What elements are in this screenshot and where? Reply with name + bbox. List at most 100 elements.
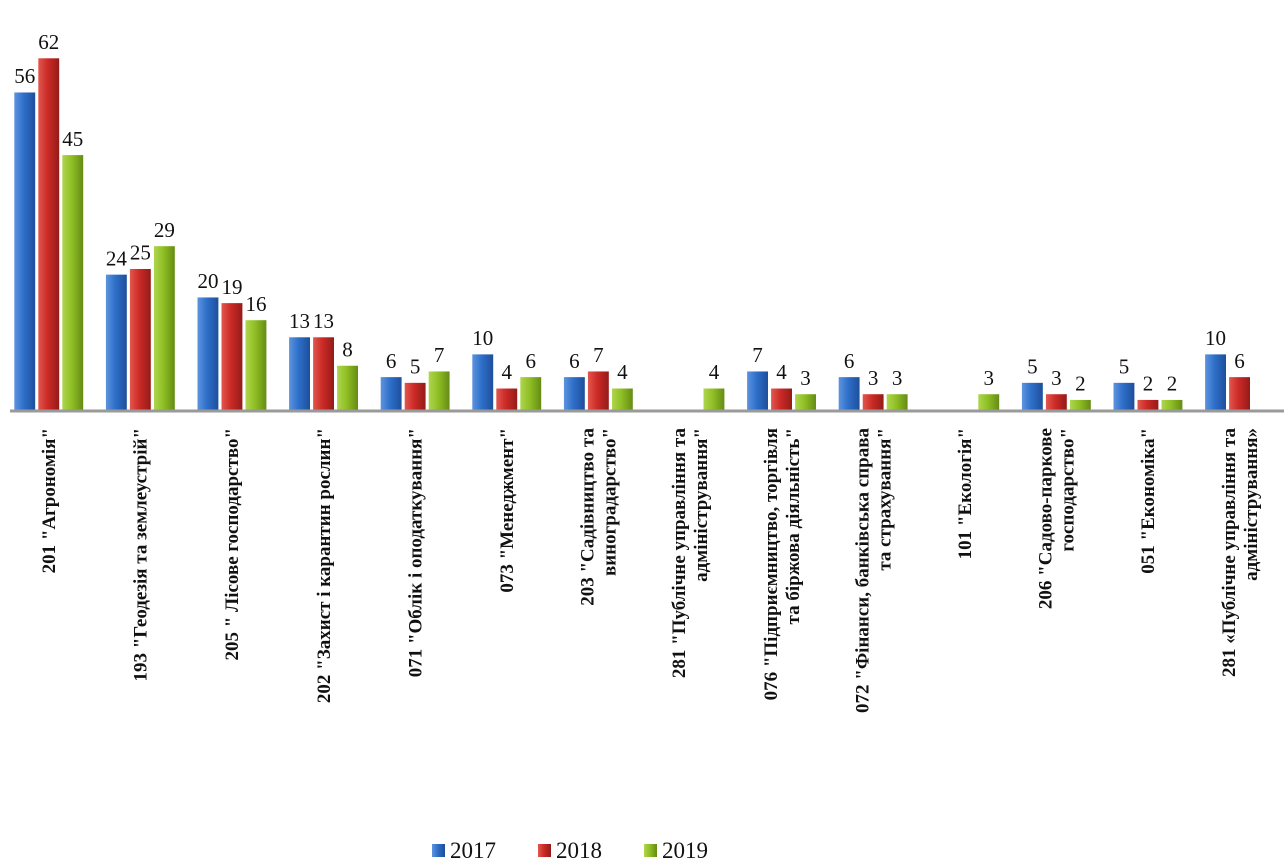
category-label-2-line-0: 205 " Лісове господарство" [222, 428, 243, 661]
bar-2019-3 [336, 365, 359, 412]
value-label-2017-2: 20 [197, 269, 218, 293]
value-label-2017-11: 5 [1027, 355, 1038, 379]
value-label-2018-6: 7 [593, 343, 604, 367]
value-label-2017-6: 6 [569, 349, 580, 373]
bar-2018-1 [129, 268, 152, 412]
bar-2019-11 [1069, 399, 1092, 412]
bar-2018-11 [1045, 393, 1068, 412]
bar-2017-11 [1021, 382, 1044, 412]
legend-item-2018: 2018 [538, 838, 602, 863]
value-label-2018-2: 19 [221, 275, 242, 299]
bar-2017-12 [1112, 382, 1135, 412]
bar-2017-1 [105, 274, 128, 412]
legend-item-2019: 2019 [644, 838, 708, 863]
value-label-2019-3: 8 [342, 337, 353, 361]
bar-2018-0 [37, 57, 60, 412]
legend-swatch-2019 [644, 844, 657, 857]
bar-2018-4 [404, 382, 427, 412]
category-label-9-line-1: та страхування" [874, 428, 895, 571]
value-label-2018-11: 3 [1051, 366, 1062, 390]
category-label-6-line-1: виноградарство" [600, 428, 621, 576]
category-label-12: 051 "Економіка" [1138, 428, 1159, 574]
value-label-2018-4: 5 [410, 355, 421, 379]
bar-2019-1 [153, 245, 176, 412]
value-label-2018-3: 13 [313, 309, 334, 333]
value-label-2018-13: 6 [1234, 349, 1245, 373]
bar-2017-8 [746, 370, 769, 412]
category-label-8: 076 "Підприємництво, торгівля та біржова … [761, 428, 804, 700]
category-label-9: 072 "Фінанси, банківська справа та страху… [852, 428, 895, 713]
category-label-13-line-0: 281 «Публічне управління та [1219, 428, 1240, 678]
legend-label-2019: 2019 [662, 838, 708, 863]
category-label-3: 202 "Захист і карантин рослин" [314, 428, 335, 703]
bar-2019-9 [886, 393, 909, 412]
category-label-6: 203 "Садівництво та виноградарство" [578, 428, 621, 606]
value-label-2017-3: 13 [289, 309, 310, 333]
bar-2017-6 [563, 376, 586, 412]
bar-2018-9 [862, 393, 885, 412]
bar-2017-9 [838, 376, 861, 412]
value-label-2018-9: 3 [868, 366, 879, 390]
value-label-2019-5: 6 [526, 349, 537, 373]
bar-2018-6 [587, 370, 610, 412]
value-label-2017-9: 6 [844, 349, 855, 373]
bar-2019-5 [519, 376, 542, 412]
category-label-7-line-1: адміністрування" [691, 428, 712, 582]
value-label-2019-4: 7 [434, 343, 445, 367]
category-label-3-line-0: 202 "Захист і карантин рослин" [314, 428, 335, 703]
legend-swatch-2017 [432, 844, 445, 857]
category-label-4-line-0: 071 "Облік і оподаткування" [405, 428, 426, 677]
category-label-4: 071 "Облік і оподаткування" [405, 428, 426, 677]
legend: 2017 2018 2019 [432, 838, 708, 863]
value-label-2017-1: 24 [106, 246, 128, 270]
bar-2018-2 [220, 302, 243, 412]
category-label-11-line-0: 206 "Садово-паркове [1036, 428, 1057, 609]
category-label-13: 281 «Публічне управління та адмініструван… [1219, 428, 1262, 678]
value-label-2019-12: 2 [1167, 372, 1178, 396]
category-label-7-line-0: 281 "Публічне управління та [669, 428, 690, 679]
legend-label-2017: 2017 [450, 838, 496, 863]
category-label-8-line-0: 076 "Підприємництво, торгівля [761, 428, 782, 700]
value-label-2019-0: 45 [62, 127, 83, 151]
value-label-2018-5: 4 [502, 360, 513, 384]
bars-layer [13, 57, 1251, 412]
bar-2018-3 [312, 336, 335, 412]
bar-2017-2 [196, 296, 219, 412]
category-label-11: 206 "Садово-паркове господарство" [1036, 428, 1079, 609]
value-label-2017-4: 6 [386, 349, 397, 373]
bar-2017-5 [471, 353, 494, 412]
legend-item-2017: 2017 [432, 838, 496, 863]
value-label-2017-8: 7 [752, 343, 763, 367]
category-label-8-line-1: та біржова діяльність" [783, 428, 804, 624]
legend-label-2018: 2018 [556, 838, 602, 863]
value-label-2017-13: 10 [1205, 326, 1226, 350]
category-labels-layer: 201 "Агрономія" 193 "Геодезія та землеуст… [39, 428, 1262, 713]
value-label-2019-10: 3 [984, 366, 995, 390]
bar-2019-10 [977, 393, 1000, 412]
bar-2019-0 [61, 154, 84, 412]
value-label-2018-8: 4 [776, 360, 787, 384]
bar-2019-6 [611, 387, 634, 412]
category-label-10-line-0: 101 "Екологія" [955, 428, 976, 559]
value-label-2019-7: 4 [709, 360, 720, 384]
value-label-2019-2: 16 [245, 292, 266, 316]
category-label-13-line-1: адміністрування» [1241, 428, 1262, 581]
category-label-9-line-0: 072 "Фінанси, банківська справа [852, 428, 873, 713]
bar-2019-4 [428, 370, 451, 412]
bar-2018-5 [495, 387, 518, 412]
value-label-2017-5: 10 [472, 326, 493, 350]
category-label-7: 281 "Публічне управління та адмініструван… [669, 428, 712, 679]
category-label-12-line-0: 051 "Економіка" [1138, 428, 1159, 574]
legend-swatch-2018 [538, 844, 551, 857]
category-label-10: 101 "Екологія" [955, 428, 976, 559]
category-label-6-line-0: 203 "Садівництво та [578, 428, 599, 606]
value-label-2018-1: 25 [130, 241, 151, 265]
value-label-2019-8: 3 [800, 366, 811, 390]
bar-2019-7 [702, 387, 726, 412]
value-label-2017-12: 5 [1119, 355, 1130, 379]
category-label-0-line-0: 201 "Агрономія" [39, 428, 60, 573]
bar-2019-8 [794, 393, 817, 412]
value-label-2019-9: 3 [892, 366, 903, 390]
value-label-2019-6: 4 [617, 360, 628, 384]
